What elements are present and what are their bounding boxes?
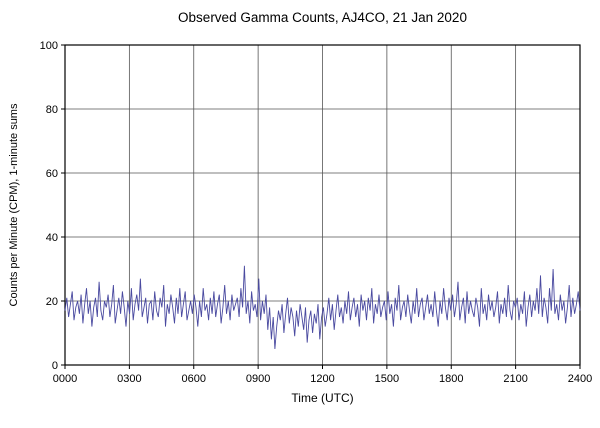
y-axis-label: Counts per Minute (CPM), 1-minute sums xyxy=(8,103,20,307)
svg-text:1800: 1800 xyxy=(439,373,463,385)
svg-text:0600: 0600 xyxy=(182,373,206,385)
x-axis-label: Time (UTC) xyxy=(291,391,354,405)
svg-text:0300: 0300 xyxy=(117,373,141,385)
svg-text:1500: 1500 xyxy=(375,373,399,385)
svg-text:40: 40 xyxy=(46,232,58,244)
svg-text:2400: 2400 xyxy=(568,373,592,385)
svg-text:80: 80 xyxy=(46,104,58,116)
svg-text:20: 20 xyxy=(46,296,58,308)
svg-text:0: 0 xyxy=(52,360,58,372)
svg-text:100: 100 xyxy=(40,40,58,52)
svg-text:2100: 2100 xyxy=(503,373,527,385)
svg-text:0900: 0900 xyxy=(246,373,270,385)
chart-title: Observed Gamma Counts, AJ4CO, 21 Jan 202… xyxy=(178,10,467,25)
svg-text:1200: 1200 xyxy=(310,373,334,385)
svg-text:0000: 0000 xyxy=(53,373,77,385)
svg-text:60: 60 xyxy=(46,168,58,180)
